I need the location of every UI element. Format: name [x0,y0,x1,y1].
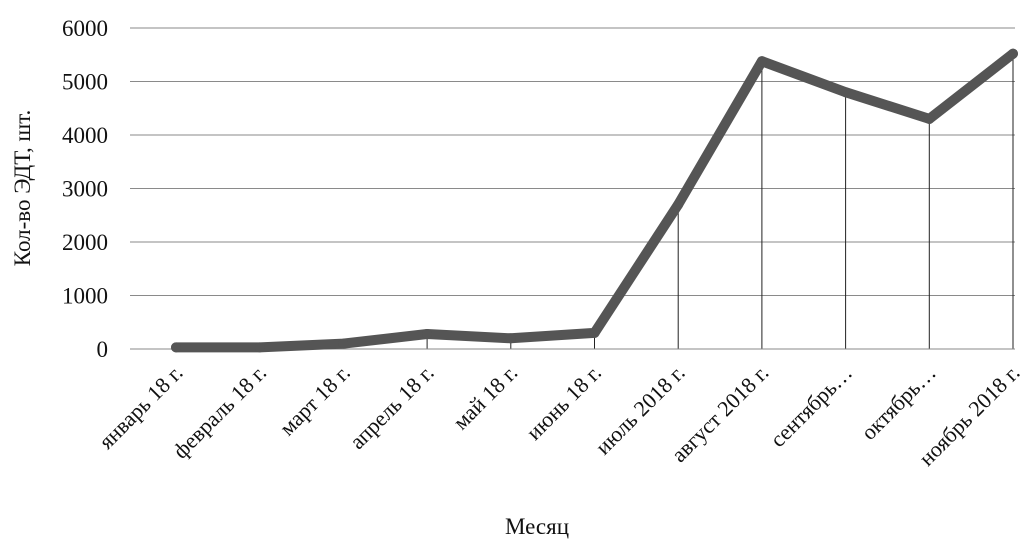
x-tick-label: сентябрь… [765,360,857,452]
drop-lines [175,53,1014,349]
series-layer [171,48,1018,353]
x-tick-label: октябрь… [856,360,941,445]
data-point [171,342,181,353]
data-point [673,199,684,210]
data-point [338,338,349,349]
x-tick-label: июнь 18 г. [521,360,606,445]
y-tick-label: 6000 [62,16,108,41]
y-tick-label: 2000 [62,230,108,255]
data-point [840,87,851,98]
y-axis-title: Кол-во ЭДТ, шт. [10,110,35,266]
y-tick-label: 5000 [62,70,108,95]
series-line [171,48,1018,353]
data-point [422,329,433,340]
data-point [254,342,265,353]
data-point [1008,48,1018,59]
x-tick-label: май 18 г. [448,360,523,435]
data-point [589,327,600,338]
horizontal-gridlines [130,27,1015,296]
y-axis-tick-labels: 0 1000 2000 3000 4000 5000 6000 [62,16,108,362]
x-tick-label: апрель 18 г. [345,360,439,454]
x-axis-tick-labels: январь 18 г.февраль 18 г. март 18 г.апрел… [94,360,1021,471]
y-tick-label: 3000 [62,177,108,202]
y-tick-label: 0 [97,337,109,362]
y-tick-label: 1000 [62,284,108,309]
data-point [924,113,935,124]
x-tick-label: март 18 г. [274,360,355,441]
data-point [505,333,516,344]
data-point [756,56,767,67]
y-tick-label: 4000 [62,123,108,148]
x-axis-title: Месяц [505,514,569,539]
